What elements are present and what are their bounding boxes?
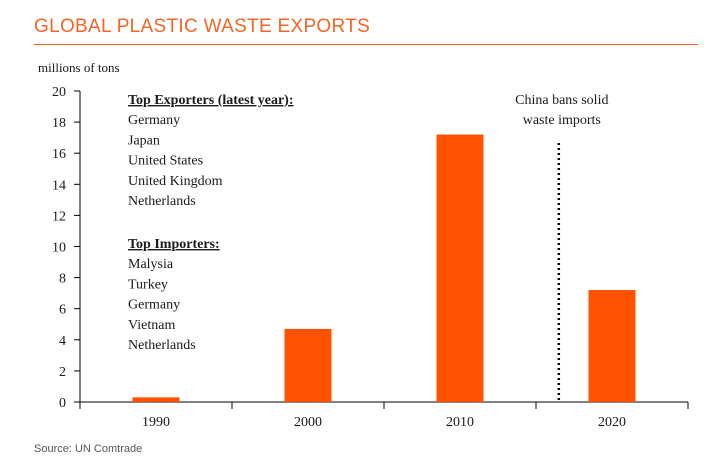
y-tick-label: 4 [59,334,66,349]
x-tick-label: 1990 [142,415,170,430]
annotation: China bans solid waste imports [515,93,608,402]
exporter-item: Japan [128,133,160,148]
y-axis: 0 2 4 6 8 10 12 14 16 18 20 [52,85,81,411]
importer-item: Vietnam [128,318,175,333]
importer-item: Germany [128,298,180,313]
y-tick-label: 12 [52,209,66,224]
exporter-item: Germany [128,113,180,128]
chart-title: GLOBAL PLASTIC WASTE EXPORTS [34,16,371,37]
annotation-text-line: waste imports [523,113,601,128]
x-tick-label: 2010 [446,415,474,430]
importers-heading: Top Importers: [128,237,220,252]
y-tick-label: 6 [59,303,66,318]
x-axis: 1990 2000 2010 2020 [79,401,689,430]
exporter-item: United Kingdom [128,174,223,189]
importer-item: Malysia [128,257,174,272]
source-note: Source: UN Comtrade [34,443,143,455]
bars [132,134,636,403]
y-tick-label: 2 [59,365,66,380]
y-tick-label: 18 [52,116,66,131]
top-traders-textbox: Top Exporters (latest year): Germany Japan… [128,93,294,353]
y-tick-label: 14 [52,178,66,193]
exporter-item: United States [128,154,203,169]
x-tick-label: 2000 [294,415,322,430]
y-tick-label: 10 [52,241,66,256]
importer-item: Netherlands [128,338,196,353]
y-tick-label: 20 [52,85,66,100]
y-tick-label: 0 [59,396,66,411]
bar-2000 [284,328,332,402]
x-tick-label: 2020 [598,415,626,430]
y-axis-label: millions of tons [38,60,120,75]
bar-2010 [436,134,484,403]
importer-item: Turkey [128,277,168,292]
title-divider [34,44,698,45]
exporter-item: Netherlands [128,194,196,209]
annotation-text-line: China bans solid [515,93,608,108]
y-tick-label: 16 [52,147,66,162]
bar-1990 [132,397,180,402]
bar-2020 [588,290,636,402]
y-tick-label: 8 [59,272,66,287]
exporters-heading: Top Exporters (latest year): [128,93,294,108]
